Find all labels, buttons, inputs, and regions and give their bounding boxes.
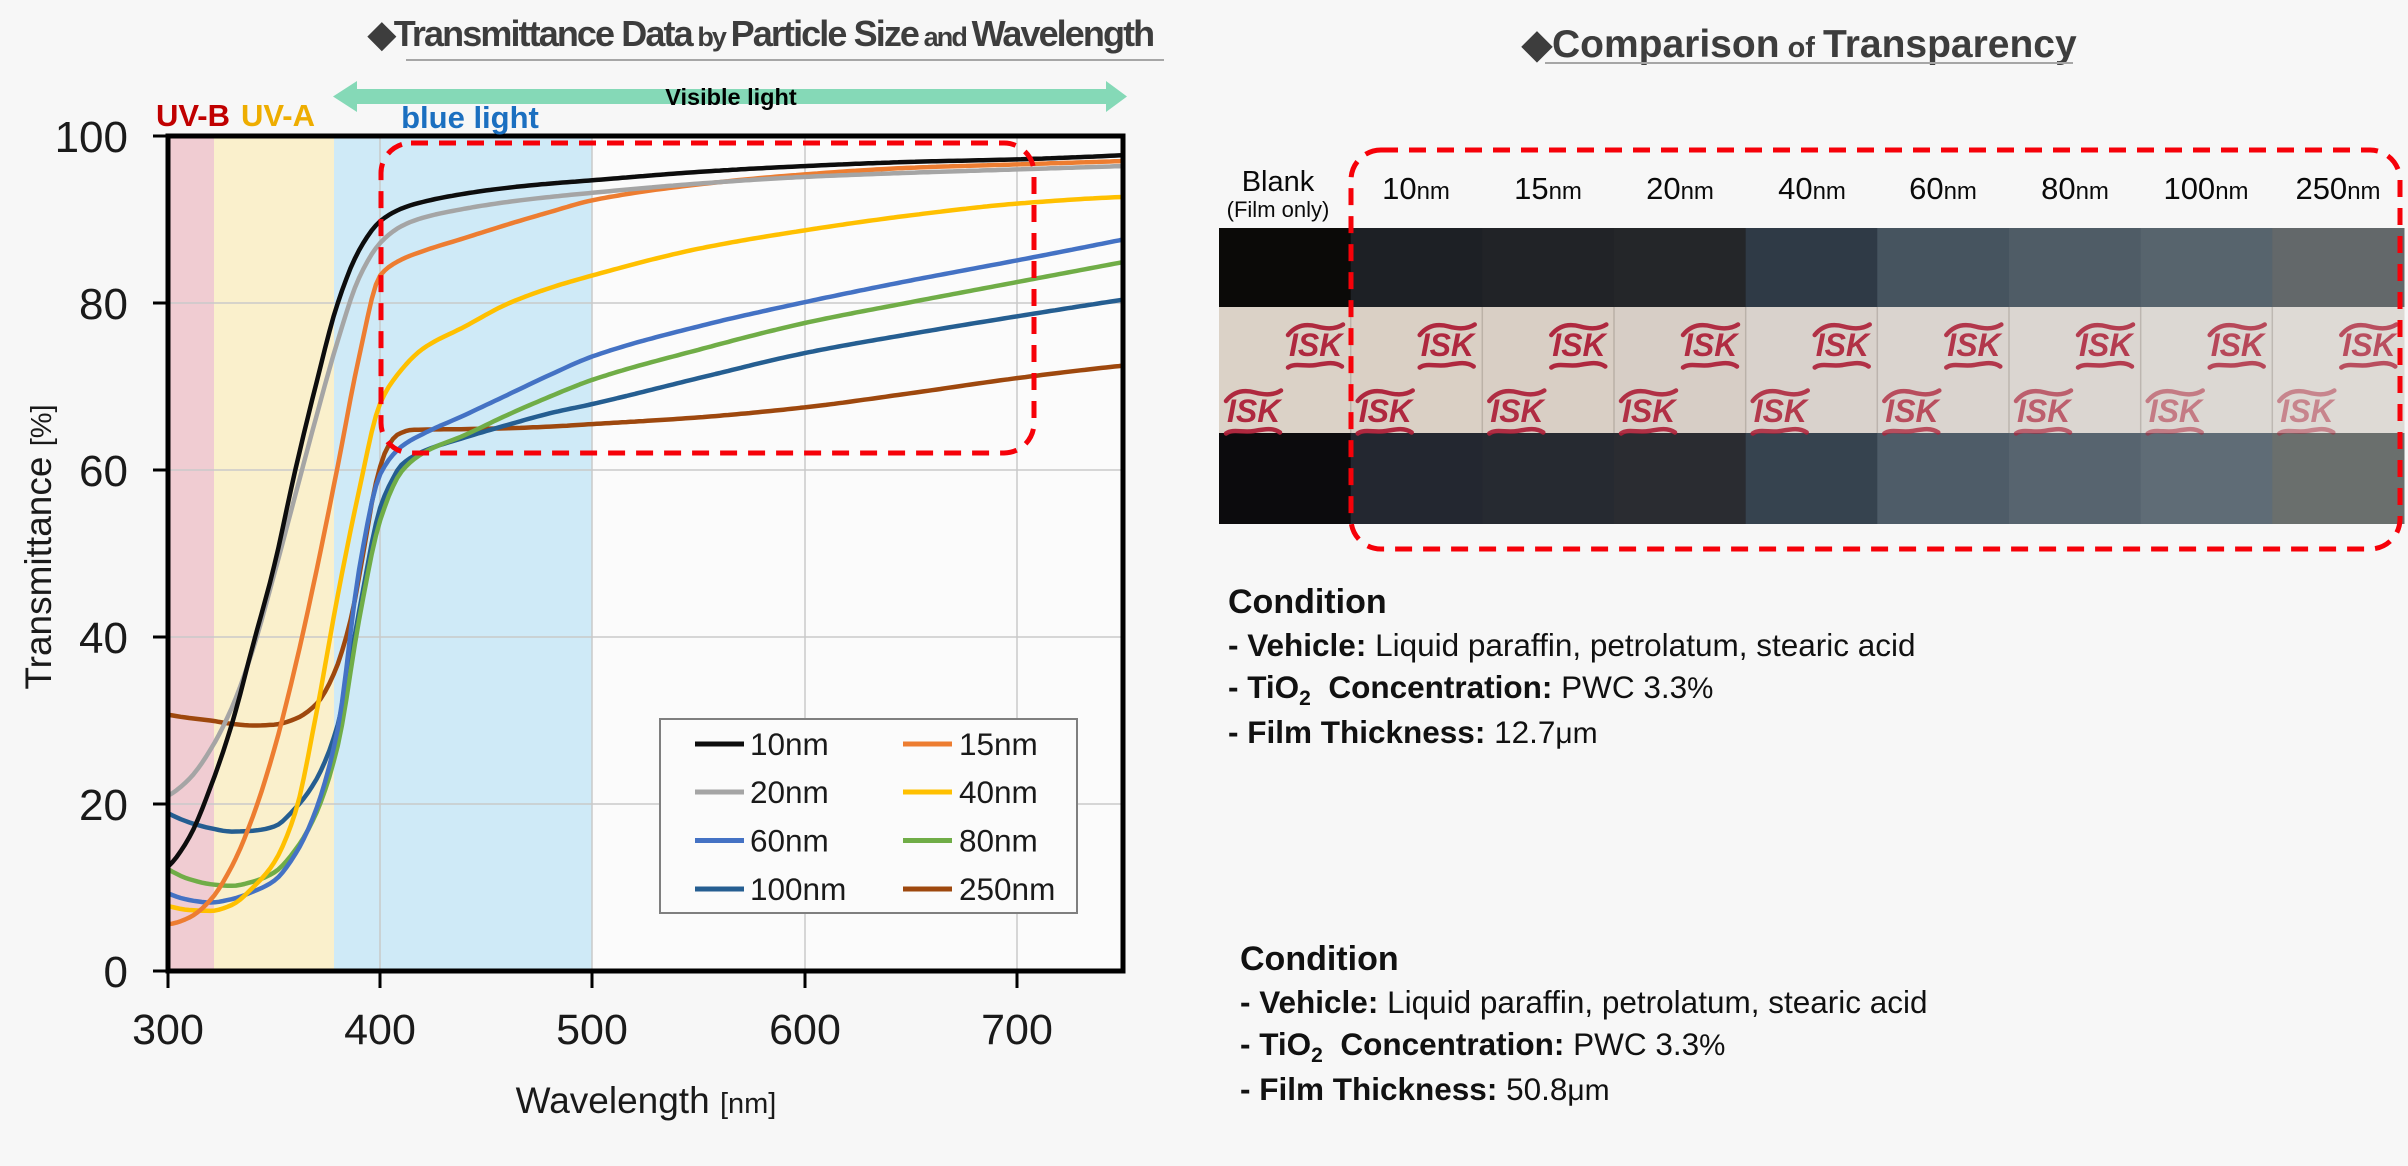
svg-text:ISK: ISK: [1359, 393, 1415, 429]
svg-text:ISK: ISK: [1816, 327, 1872, 363]
svg-text:400: 400: [344, 1006, 416, 1054]
svg-text:ISK: ISK: [1684, 327, 1740, 363]
svg-text:ISK: ISK: [1552, 327, 1608, 363]
svg-text:ISK: ISK: [2149, 393, 2205, 429]
svg-text:600: 600: [769, 1006, 841, 1054]
svg-text:blue light: blue light: [401, 100, 539, 135]
svg-text:Transmittance [%]: Transmittance [%]: [18, 404, 59, 689]
svg-text:ISK: ISK: [1947, 327, 2003, 363]
svg-text:700: 700: [981, 1006, 1053, 1054]
svg-text:10nm: 10nm: [750, 726, 829, 762]
svg-text:ISK: ISK: [1421, 327, 1477, 363]
svg-text:ISK: ISK: [2342, 327, 2398, 363]
svg-text:20nm: 20nm: [750, 774, 829, 810]
svg-text:80nm: 80nm: [959, 823, 1038, 859]
svg-text:ISK: ISK: [1754, 393, 1810, 429]
svg-text:80: 80: [79, 280, 128, 329]
svg-text:ISK: ISK: [1289, 327, 1345, 363]
svg-text:0: 0: [104, 948, 128, 997]
svg-text:ISK: ISK: [1622, 393, 1678, 429]
svg-text:40nm: 40nm: [959, 774, 1038, 810]
svg-text:ISK: ISK: [1227, 393, 1283, 429]
svg-text:500: 500: [556, 1006, 628, 1054]
svg-text:Wavelength [nm]: Wavelength [nm]: [516, 1080, 777, 1121]
svg-text:300: 300: [132, 1006, 204, 1054]
svg-text:100nm: 100nm: [750, 871, 846, 907]
svg-text:ISK: ISK: [2017, 393, 2073, 429]
svg-text:ISK: ISK: [2079, 327, 2135, 363]
svg-text:UV-A: UV-A: [241, 98, 315, 133]
svg-text:100: 100: [55, 113, 128, 162]
svg-text:15nm: 15nm: [959, 726, 1038, 762]
svg-text:60: 60: [79, 447, 128, 496]
svg-text:ISK: ISK: [1490, 393, 1546, 429]
svg-text:Visible light: Visible light: [665, 84, 797, 110]
svg-text:ISK: ISK: [1885, 393, 1941, 429]
svg-text:ISK: ISK: [2280, 393, 2336, 429]
svg-text:250nm: 250nm: [959, 871, 1055, 907]
svg-text:20: 20: [79, 781, 128, 830]
svg-text:UV-B: UV-B: [156, 98, 230, 133]
svg-text:60nm: 60nm: [750, 823, 829, 859]
svg-text:40: 40: [79, 614, 128, 663]
svg-text:ISK: ISK: [2211, 327, 2267, 363]
